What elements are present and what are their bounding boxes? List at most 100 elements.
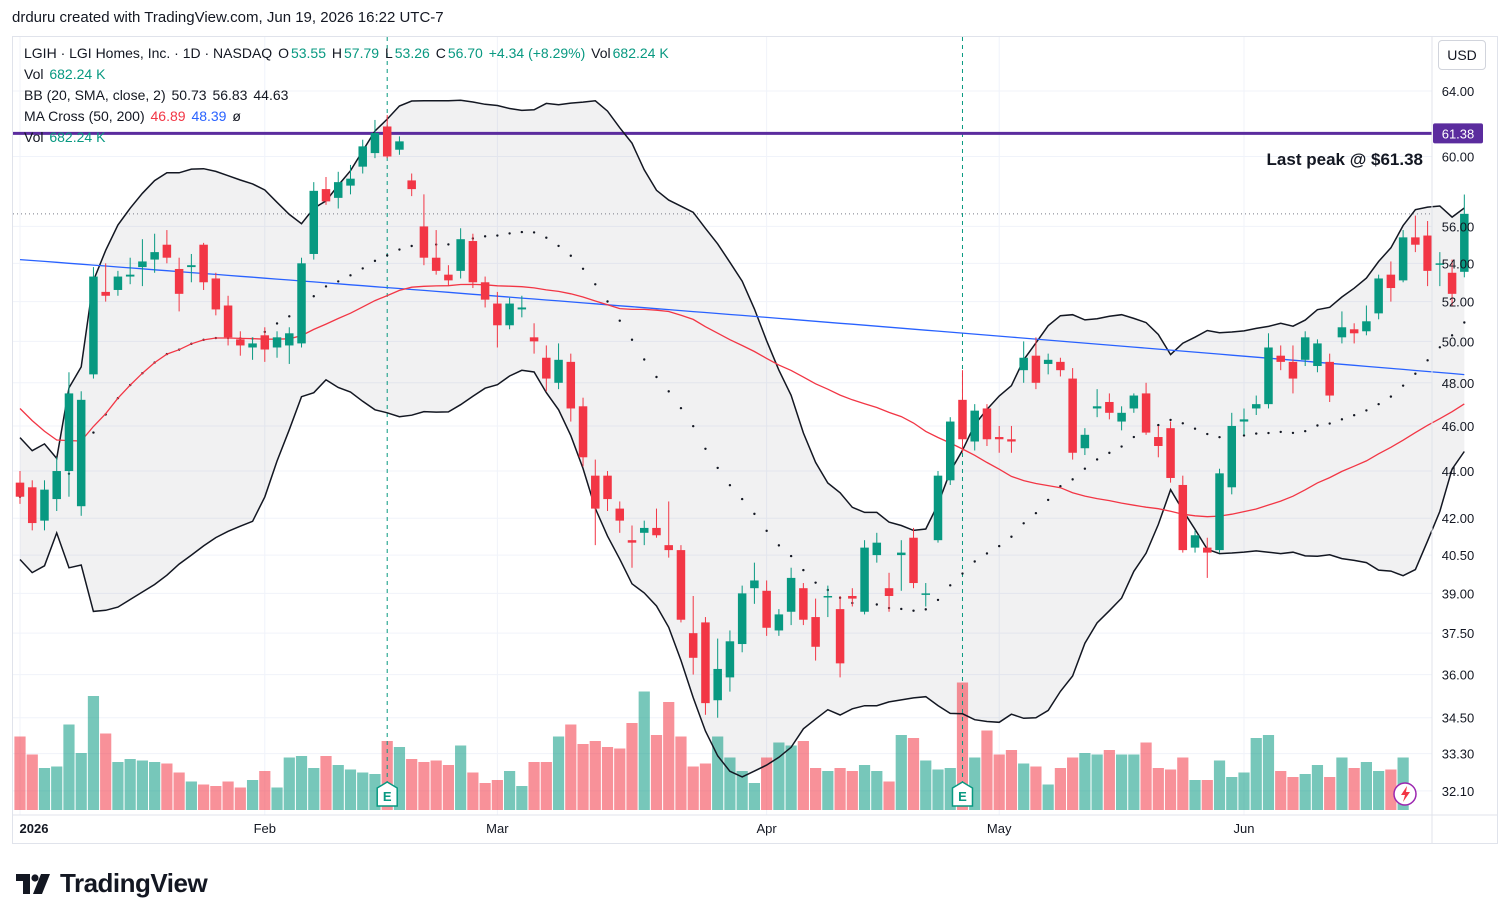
candle <box>1154 425 1163 458</box>
bb-basis-dot <box>912 609 915 612</box>
replay-bolt-icon[interactable] <box>1393 782 1417 806</box>
candle-body <box>321 189 331 202</box>
candle-body <box>872 542 882 556</box>
candle-body <box>1325 361 1334 396</box>
bb-basis-dot <box>949 584 952 587</box>
candle <box>701 617 710 715</box>
candle-body <box>1423 235 1432 271</box>
candle-body <box>52 471 61 500</box>
candle-body <box>174 268 184 294</box>
candle <box>921 583 931 607</box>
volume-bar <box>822 771 834 810</box>
volume-bar <box>271 787 283 810</box>
tradingview-logo[interactable]: TradingView <box>16 868 208 899</box>
candle-body <box>1007 439 1016 442</box>
candle-body <box>848 595 857 599</box>
candle-body <box>162 244 172 258</box>
bb-basis-dot <box>1046 498 1050 502</box>
currency-button[interactable]: USD <box>1438 40 1486 70</box>
time-tick-label: Feb <box>254 821 276 836</box>
candle-body <box>1313 343 1322 367</box>
candle-body <box>529 337 539 342</box>
legend-volume-row-2[interactable]: Vol 682.24 K <box>24 129 107 145</box>
candle-body <box>297 263 306 344</box>
volume-bar <box>748 783 760 810</box>
candle <box>431 230 441 275</box>
time-tick-label: Jun <box>1234 821 1255 836</box>
candle-body <box>150 252 159 260</box>
bb-basis-dot <box>1120 445 1123 448</box>
candle <box>1447 259 1457 306</box>
candle-body <box>260 335 270 350</box>
volume-bar <box>1005 750 1018 810</box>
volume-bar <box>773 742 785 810</box>
price-tick-label: 32.10 <box>1442 784 1475 799</box>
bb-basis-dot <box>1181 422 1185 425</box>
bb-basis-dot <box>789 554 793 558</box>
bollinger-band-fill <box>20 100 1465 777</box>
candle <box>652 508 661 538</box>
legend-bb-row[interactable]: BB (20, SMA, close, 2) 50.73 56.83 44.63 <box>24 87 290 103</box>
candle <box>1056 357 1065 377</box>
earnings-badge-shape <box>951 781 974 807</box>
candle <box>664 501 673 558</box>
candle-body <box>1166 428 1175 478</box>
legend-high: 57.79 <box>344 45 380 61</box>
volume-bar <box>601 747 614 810</box>
candle <box>333 171 343 209</box>
volume-bar <box>687 766 699 810</box>
candle-body <box>799 588 808 620</box>
volume-bar <box>614 748 626 810</box>
legend-vol: 682.24 K <box>612 45 669 61</box>
bb-basis-dot <box>692 424 695 428</box>
candle <box>1227 412 1237 495</box>
volume-bar <box>344 769 357 810</box>
price-tick-label: 39.00 <box>1442 586 1475 601</box>
volume-bar <box>38 768 51 810</box>
candle <box>1423 221 1432 287</box>
candle-body <box>591 475 600 509</box>
candle-body <box>27 487 37 524</box>
volume-bar <box>393 747 406 810</box>
volume-bar <box>1201 780 1213 810</box>
time-axis-labels: 2026 Feb Mar Apr May Jun <box>20 821 1255 836</box>
candle <box>272 331 282 358</box>
volume-bar <box>455 745 467 810</box>
volume-bar <box>467 772 479 810</box>
candle-body <box>1460 213 1469 272</box>
volume-bar <box>650 735 663 810</box>
candle <box>89 267 98 379</box>
legend-vol3: 682.24 K <box>49 129 106 145</box>
candle-body <box>1435 263 1445 265</box>
candle <box>52 457 61 511</box>
candle-body <box>505 303 514 326</box>
candle-body <box>958 399 967 440</box>
volume-bar <box>75 753 87 810</box>
volume-bar <box>210 786 222 810</box>
candle-body <box>89 276 98 375</box>
candle <box>1080 428 1090 456</box>
volume-bar <box>1287 777 1299 810</box>
legend-symbol[interactable]: LGIH · LGI Homes, Inc. · 1D · NASDAQ <box>24 45 273 61</box>
candle <box>823 585 833 618</box>
candle-body <box>407 180 416 190</box>
bb-basis-dot <box>288 315 291 318</box>
candle <box>1251 395 1261 415</box>
candle <box>187 253 196 283</box>
legend-ma-row[interactable]: MA Cross (50, 200) 46.89 48.39 ø <box>24 108 243 124</box>
candle <box>370 119 380 159</box>
candle-body <box>627 540 637 543</box>
price-tick-label: 46.00 <box>1442 419 1475 434</box>
bb-basis-dot <box>1304 429 1307 433</box>
legend-bb-basis: 50.73 <box>171 87 207 103</box>
candle <box>113 270 123 296</box>
volume-bar <box>552 736 565 810</box>
candle-body <box>823 595 833 598</box>
candle <box>1019 341 1028 383</box>
volume-bar <box>1177 757 1189 810</box>
candle <box>578 397 588 467</box>
legend-volume-row[interactable]: Vol 682.24 K <box>24 66 107 82</box>
candle <box>211 272 221 316</box>
